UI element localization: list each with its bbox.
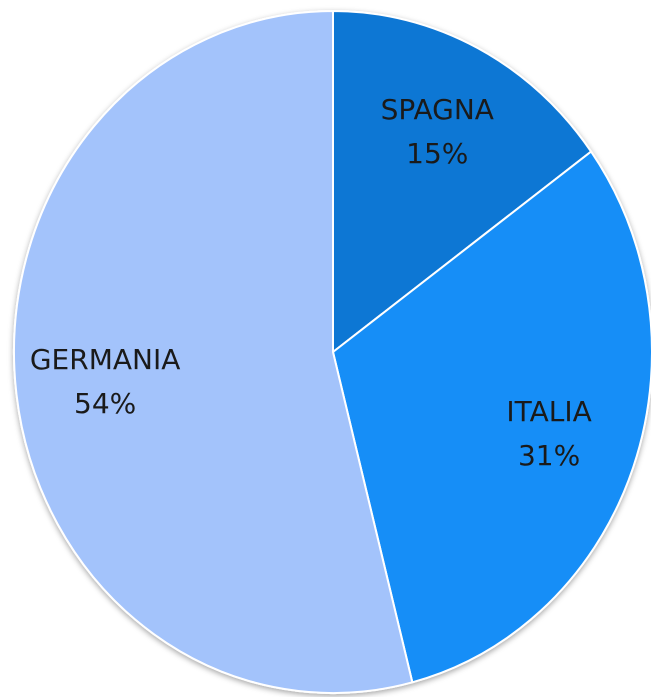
- pie-slice: [332, 9, 593, 355]
- slice-value-label: 54%: [74, 387, 136, 420]
- slice-value-label: 15%: [406, 137, 468, 170]
- labels: SPAGNA 15% ITALIA 31% GERMANIA 54%: [30, 93, 592, 472]
- slice-label: SPAGNA: [381, 93, 494, 126]
- slice-label: ITALIA: [506, 395, 591, 428]
- slice-label: GERMANIA: [30, 343, 181, 376]
- pie: [13, 9, 651, 694]
- pie-slice: [13, 9, 414, 694]
- pie-slice: [331, 150, 651, 684]
- slice-value-label: 31%: [518, 439, 580, 472]
